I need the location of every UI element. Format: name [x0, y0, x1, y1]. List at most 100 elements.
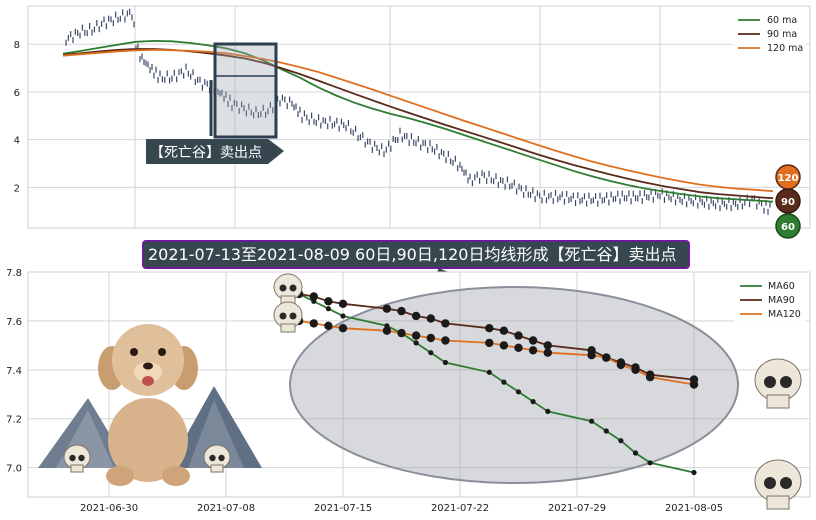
banner-text: 2021-07-13至2021-08-09 60日,90日,120日均线形成【死…: [148, 245, 677, 264]
skull-icon: [754, 358, 802, 409]
bottom-point-MA90: [514, 331, 523, 340]
bottom-point-MA90: [441, 319, 450, 328]
dog-tongue: [142, 376, 154, 386]
mountain-right-light: [188, 400, 244, 468]
bottom-y-tick-label: 7.0: [6, 464, 22, 475]
bottom-point-MA90: [411, 311, 421, 321]
bottom-point-MA60: [530, 399, 536, 405]
bottom-point-MA60: [545, 408, 551, 414]
bottom-point-MA60: [340, 313, 346, 319]
bottom-point-MA120: [587, 351, 596, 360]
bottom-point-MA60: [486, 369, 492, 375]
bottom-point-MA60: [413, 340, 419, 346]
dog-paw-right: [162, 466, 190, 486]
bottom-point-MA120: [616, 360, 626, 370]
dog-muzzle: [134, 362, 162, 382]
banner-box: [142, 240, 690, 269]
bottom-x-tick-label: 2021-07-15: [314, 503, 372, 514]
bottom-point-MA90: [426, 314, 435, 323]
top-y-tick-label: 4: [14, 136, 20, 147]
bottom-point-MA60: [501, 379, 507, 385]
badge-90: [775, 188, 801, 214]
bottom-point-MA120: [324, 321, 333, 330]
candlestick-series: [65, 8, 771, 215]
legend-label-MA90: MA90: [768, 295, 795, 306]
bottom-point-MA90: [485, 324, 494, 333]
legend-label-MA120: MA120: [768, 309, 801, 320]
dog-eye-left: [130, 348, 138, 356]
legend-label-120ma: 120 ma: [767, 43, 803, 54]
bottom-point-MA120: [411, 331, 421, 340]
badge-60: [775, 213, 801, 239]
bottom-y-tick-label: 7.4: [6, 366, 22, 377]
bottom-point-MA60: [325, 306, 331, 312]
bottom-point-MA90: [309, 292, 318, 301]
bottom-point-MA90: [397, 306, 406, 316]
bottom-point-MA60: [647, 460, 653, 466]
callout-arrow-shape: [146, 139, 284, 164]
skull-icon: [203, 444, 231, 473]
bottom-x-tick-label: 2021-06-30: [80, 503, 138, 514]
bottom-point-MA90: [528, 336, 538, 345]
bottom-point-MA120: [309, 319, 318, 328]
sell-point-callout: 【死亡谷】卖出点: [146, 139, 284, 164]
bottom-point-MA60: [515, 389, 522, 395]
legend-label-MA60: MA60: [768, 281, 795, 292]
top-chart-legend: 60 ma 90 ma 120 ma: [732, 12, 806, 56]
top-ma-line-120ma: [62, 48, 774, 193]
skull-icon: [754, 459, 802, 510]
bottom-point-MA120: [499, 341, 509, 350]
bottom-point-MA60: [442, 359, 448, 366]
callout-text: 【死亡谷】卖出点: [150, 145, 262, 161]
top-y-tick-label: 6: [14, 88, 20, 99]
dog-mountain-illustration: [38, 324, 262, 486]
bottom-point-MA90: [499, 326, 509, 335]
bottom-chart: 7.07.27.47.67.8 2021-06-30 2021-07-08 2021…: [6, 268, 811, 514]
top-ma-line-60ma: [62, 39, 774, 203]
top-y-tick-label: 8: [14, 40, 20, 51]
bottom-y-tick-label: 7.8: [6, 268, 22, 279]
bottom-point-MA90: [543, 341, 552, 350]
bottom-point-MA120: [485, 338, 494, 348]
bottom-ma-lines: [280, 286, 699, 476]
top-ma-lines: [62, 39, 774, 203]
title-banner: 2021-07-13至2021-08-09 60日,90日,120日均线形成【死…: [142, 240, 690, 269]
dog-paw-left: [106, 466, 134, 486]
dog-head: [112, 324, 184, 396]
dog-nose: [143, 362, 153, 370]
bottom-x-tick-label: 2021-08-05: [665, 503, 723, 514]
top-chart-y-ticks: 2 4 6 8: [14, 40, 20, 194]
bottom-point-MA120: [338, 324, 348, 333]
top-y-tick-label: 2: [14, 183, 20, 194]
bottom-point-MA120: [543, 348, 552, 357]
bottom-x-tick-label: 2021-07-29: [548, 503, 606, 514]
bottom-point-MA120: [382, 326, 392, 335]
skull-icons: [63, 273, 802, 510]
bottom-point-MA120: [514, 343, 523, 352]
bottom-y-tick-label: 7.6: [6, 317, 22, 328]
convergence-ellipse: [289, 286, 739, 484]
bottom-point-MA120: [441, 336, 450, 345]
bottom-point-MA120: [602, 353, 611, 362]
badge-120-text: 120: [778, 173, 799, 184]
death-valley-highlight-box: [213, 42, 278, 139]
bottom-point-MA60: [691, 469, 697, 476]
bottom-point-MA120: [528, 346, 538, 355]
skull-icon: [63, 444, 91, 473]
bottom-chart-legend: MA60 MA90 MA120: [734, 278, 806, 322]
bottom-point-MA60: [632, 450, 639, 456]
bottom-point-MA120: [689, 380, 699, 389]
skull-icon: [273, 301, 303, 333]
bottom-y-tick-label: 7.2: [6, 415, 22, 426]
bottom-point-MA60: [428, 350, 434, 356]
bottom-point-MA90: [324, 297, 333, 306]
dog-body: [108, 398, 188, 482]
dog-eye-right: [158, 348, 166, 356]
bottom-chart-y-ticks: 7.0 7.2 7.4 7.6 7.8: [6, 268, 22, 475]
bottom-point-MA90: [382, 304, 392, 313]
bottom-x-tick-label: 2021-07-22: [431, 503, 489, 514]
badge-90-text: 90: [781, 197, 795, 208]
bottom-point-MA120: [426, 333, 435, 343]
bottom-point-MA60: [618, 438, 624, 444]
